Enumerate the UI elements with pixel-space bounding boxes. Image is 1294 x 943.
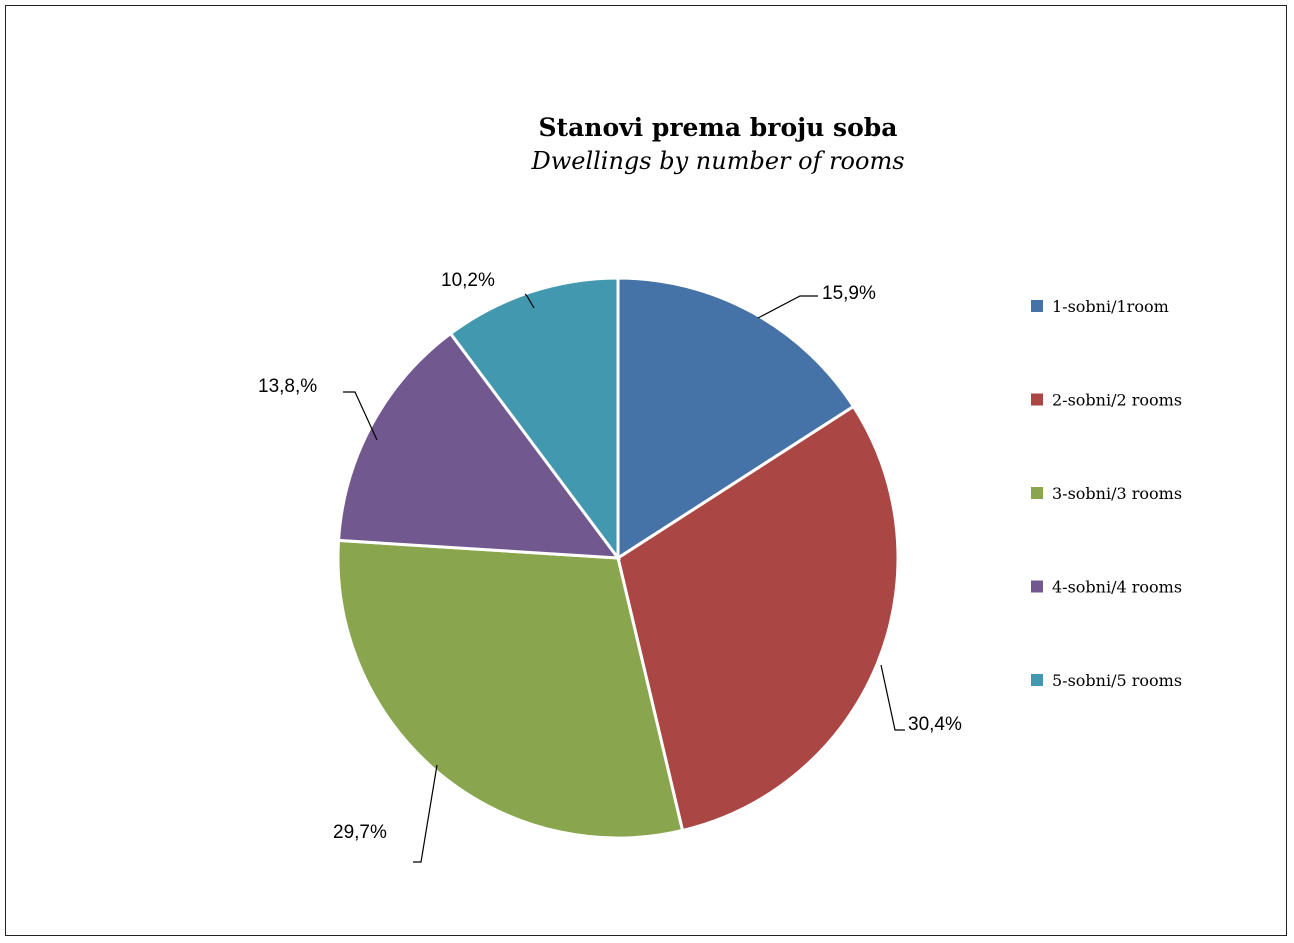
- leader-line-2: [880, 664, 905, 731]
- legend-label-4: 4-sobni/4 rooms: [1052, 578, 1182, 597]
- legend: 1-sobni/1room 2-sobni/2 rooms 3-sobni/3 ro…: [1031, 297, 1182, 690]
- chart-title: Stanovi prema broju soba: [538, 113, 898, 142]
- data-label-2: 30,4%: [908, 714, 962, 735]
- pie-slice-1: [616, 276, 856, 561]
- legend-label-3: 3-sobni/3 rooms: [1052, 484, 1182, 503]
- pie-slice-5: [448, 276, 620, 563]
- leader-line-4: [343, 391, 378, 441]
- data-label-1: 15,9%: [822, 283, 876, 304]
- leader-line-1: [757, 295, 818, 319]
- pie-slice-4: [336, 331, 622, 560]
- legend-label-2: 2-sobni/2 rooms: [1052, 391, 1182, 410]
- legend-swatch-4: [1031, 580, 1043, 593]
- legend-swatch-3: [1031, 487, 1043, 499]
- chart-subtitle: Dwellings by number of rooms: [531, 147, 905, 175]
- legend-label-1: 1-sobni/1room: [1052, 297, 1169, 316]
- leader-line-5: [524, 293, 535, 309]
- pie-slice-3: [336, 538, 685, 840]
- data-label-5: 10,2%: [441, 270, 495, 291]
- legend-swatch-2: [1031, 393, 1043, 406]
- legend-swatch-5: [1031, 674, 1043, 686]
- pie-slice-2: [616, 404, 900, 833]
- legend-swatch-1: [1031, 300, 1043, 312]
- data-labels: 15,9% 30,4% 29,7% 13,8,% 10,2%: [258, 270, 962, 843]
- title-block: Stanovi prema broju soba Dwellings by nu…: [0, 112, 1294, 178]
- leader-line-3: [413, 764, 438, 863]
- pie-slices: [336, 276, 900, 840]
- data-label-4: 13,8,%: [258, 376, 317, 397]
- leader-lines: [343, 293, 905, 863]
- data-label-3: 29,7%: [333, 822, 387, 843]
- legend-label-5: 5-sobni/5 rooms: [1052, 671, 1182, 690]
